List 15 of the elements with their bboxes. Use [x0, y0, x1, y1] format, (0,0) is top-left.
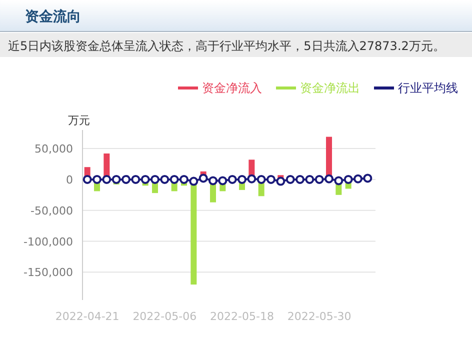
- x-tick-label: 2022-05-06: [132, 310, 197, 323]
- chart-title: 资金流向: [25, 8, 81, 25]
- x-tick-label: 2022-05-18: [210, 310, 274, 323]
- chart-subtitle: 近5日内该股资金总体呈流入状态，高于行业平均水平，5日共流入27873.2万元。: [8, 39, 445, 53]
- y-tick-label: -100,000: [24, 235, 73, 248]
- legend-label: 行业平均线: [398, 81, 458, 95]
- y-tick-label: -150,000: [24, 266, 73, 280]
- x-tick-label: 2022-05-30: [287, 310, 352, 323]
- x-tick-label: 2022-04-21: [55, 310, 120, 323]
- y-tick-label: 50,000: [34, 142, 73, 156]
- y-tick-label: -50,000: [30, 204, 73, 218]
- y-axis-title: 万元: [68, 114, 90, 127]
- legend-label: 资金净流出: [300, 81, 360, 95]
- legend-label: 资金净流入: [202, 81, 262, 95]
- y-tick-label: 0: [66, 173, 73, 186]
